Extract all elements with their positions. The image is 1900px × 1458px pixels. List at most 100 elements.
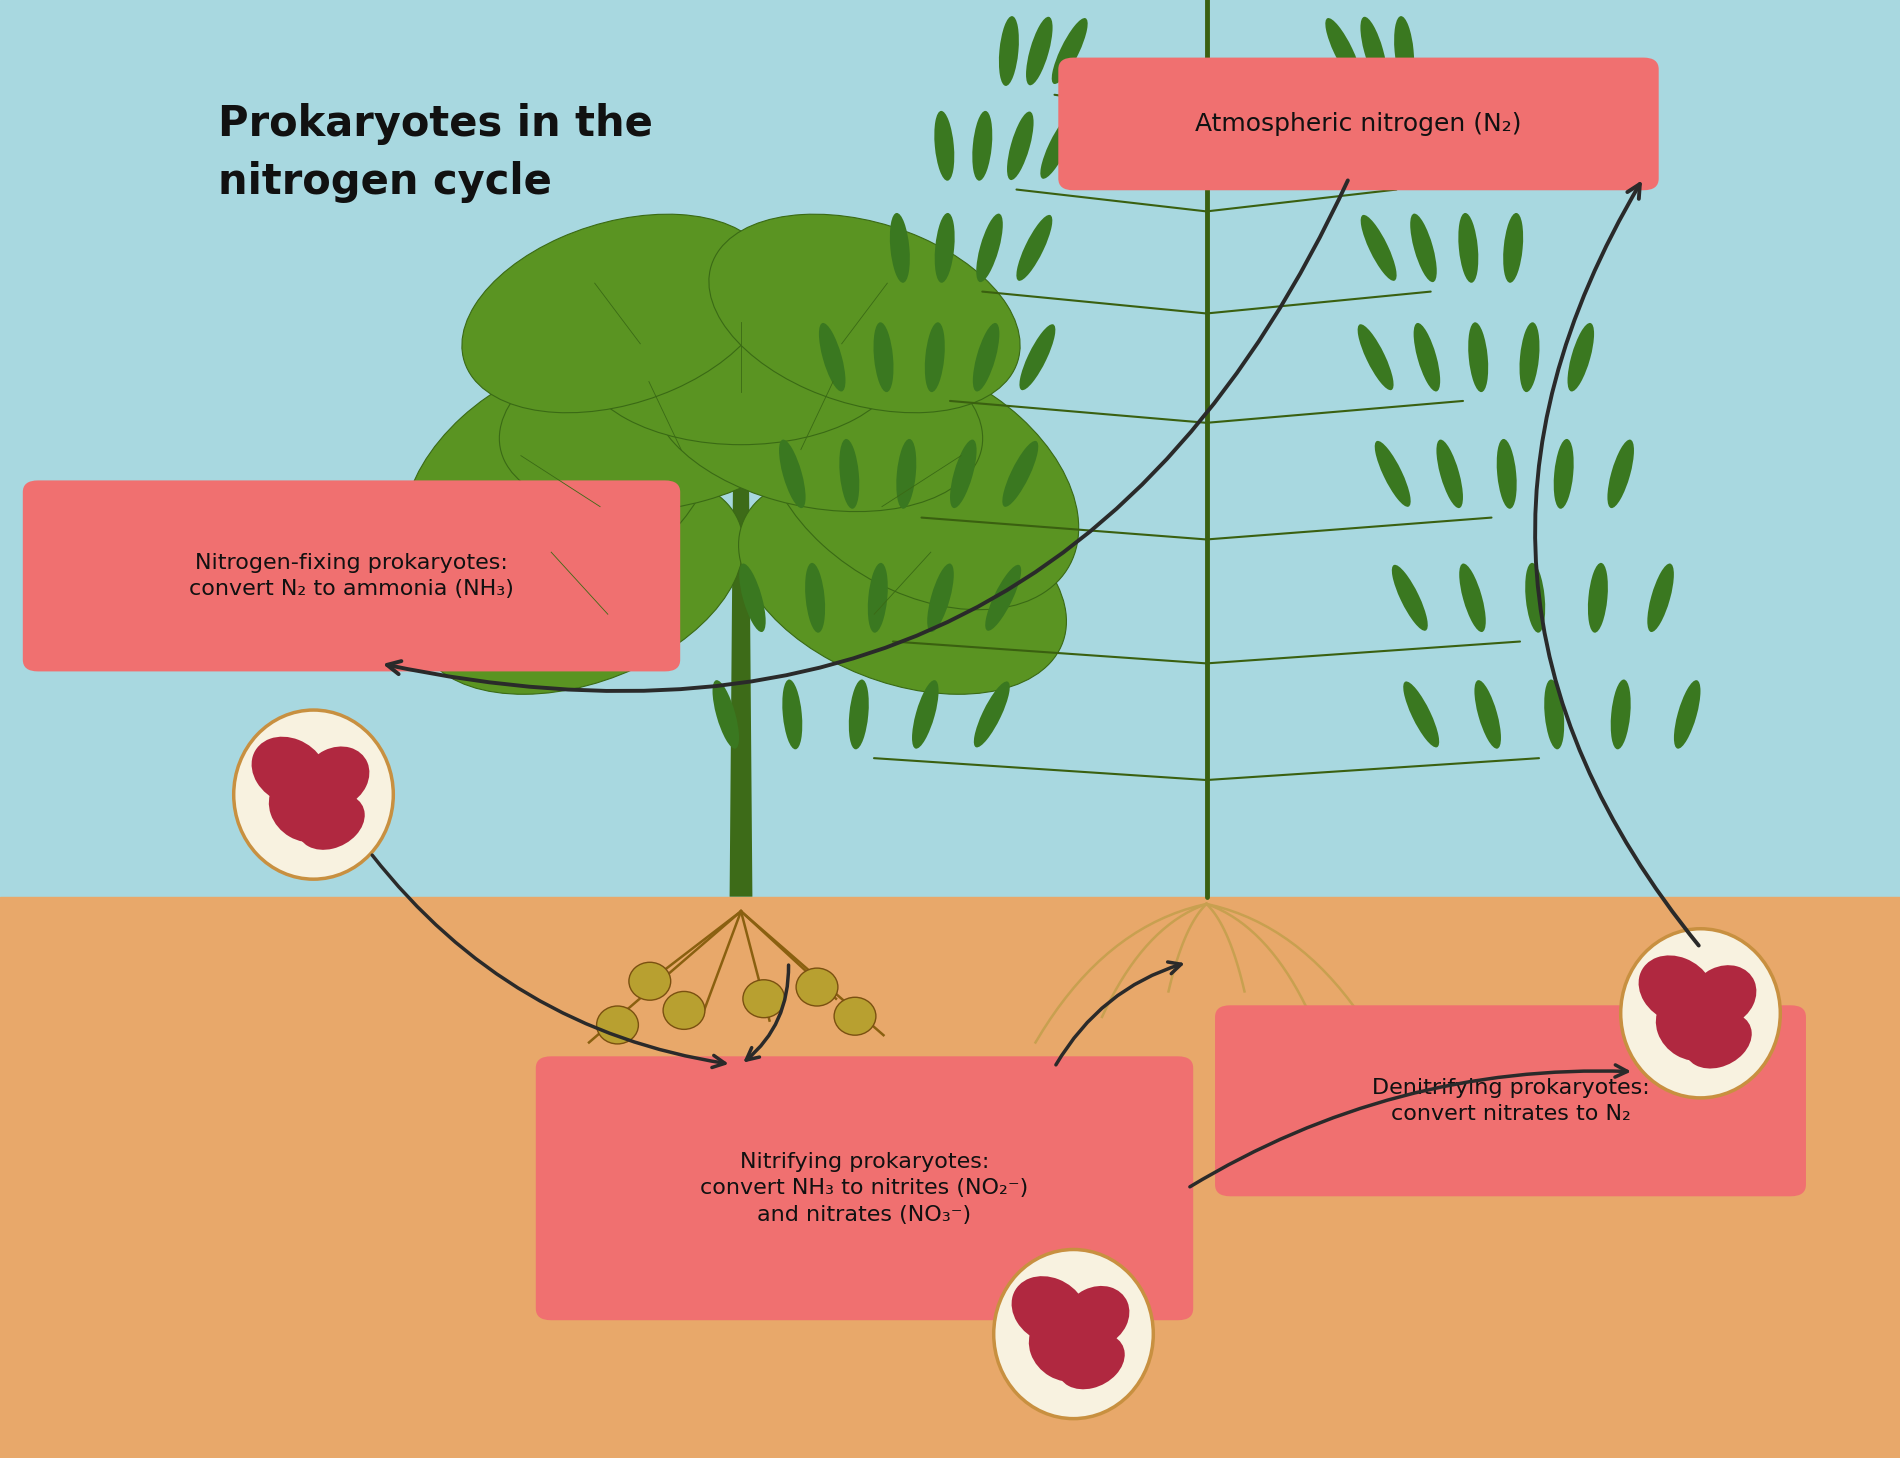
- Ellipse shape: [403, 353, 718, 609]
- FancyBboxPatch shape: [1216, 1006, 1807, 1196]
- Ellipse shape: [739, 472, 1066, 694]
- Text: Denitrifying prokaryotes:
convert nitrates to N₂: Denitrifying prokaryotes: convert nitrat…: [1372, 1077, 1649, 1124]
- Ellipse shape: [500, 319, 830, 512]
- Ellipse shape: [935, 111, 954, 181]
- Polygon shape: [730, 430, 752, 897]
- Ellipse shape: [1360, 214, 1396, 281]
- Ellipse shape: [1588, 563, 1607, 633]
- Ellipse shape: [874, 322, 893, 392]
- Ellipse shape: [416, 472, 743, 694]
- Ellipse shape: [834, 997, 876, 1035]
- Ellipse shape: [1647, 564, 1674, 631]
- Ellipse shape: [302, 746, 369, 809]
- Ellipse shape: [1414, 324, 1440, 391]
- Ellipse shape: [1026, 17, 1053, 85]
- Ellipse shape: [1011, 1276, 1087, 1344]
- Ellipse shape: [1003, 440, 1037, 507]
- Ellipse shape: [925, 322, 944, 392]
- Ellipse shape: [652, 319, 982, 512]
- Text: Nitrogen-fixing prokaryotes:
convert N₂ to ammonia (NH₃): Nitrogen-fixing prokaryotes: convert N₂ …: [190, 553, 513, 599]
- Ellipse shape: [1685, 1012, 1752, 1069]
- Ellipse shape: [950, 440, 977, 507]
- Ellipse shape: [935, 213, 954, 283]
- Ellipse shape: [840, 439, 859, 509]
- Ellipse shape: [1568, 324, 1594, 391]
- Ellipse shape: [268, 773, 342, 843]
- Ellipse shape: [999, 16, 1018, 86]
- Ellipse shape: [1358, 324, 1393, 391]
- Ellipse shape: [1545, 679, 1564, 749]
- Ellipse shape: [1674, 681, 1700, 748]
- Ellipse shape: [889, 213, 910, 283]
- FancyBboxPatch shape: [1058, 57, 1659, 191]
- Ellipse shape: [796, 968, 838, 1006]
- Ellipse shape: [234, 710, 393, 879]
- Text: nitrogen cycle: nitrogen cycle: [218, 162, 553, 203]
- Ellipse shape: [739, 564, 766, 631]
- FancyBboxPatch shape: [536, 1056, 1193, 1321]
- Ellipse shape: [298, 793, 365, 850]
- Ellipse shape: [868, 563, 887, 633]
- Text: Prokaryotes in the: Prokaryotes in the: [218, 104, 654, 144]
- Ellipse shape: [764, 353, 1079, 609]
- Ellipse shape: [663, 991, 705, 1029]
- Bar: [0, 897, 1900, 1458]
- Ellipse shape: [1520, 322, 1539, 392]
- Ellipse shape: [1474, 681, 1501, 748]
- Ellipse shape: [1459, 213, 1478, 283]
- Ellipse shape: [1062, 1286, 1129, 1349]
- Ellipse shape: [1526, 563, 1545, 633]
- Ellipse shape: [975, 681, 1009, 748]
- Ellipse shape: [927, 564, 954, 631]
- Ellipse shape: [986, 564, 1020, 631]
- Ellipse shape: [1007, 112, 1034, 179]
- Ellipse shape: [819, 324, 846, 391]
- Ellipse shape: [1459, 111, 1478, 181]
- Text: Nitrifying prokaryotes:
convert NH₃ to nitrites (NO₂⁻)
and nitrates (NO₃⁻): Nitrifying prokaryotes: convert NH₃ to n…: [701, 1152, 1028, 1225]
- Ellipse shape: [849, 679, 868, 749]
- Ellipse shape: [1410, 214, 1436, 281]
- Ellipse shape: [1655, 991, 1729, 1061]
- Ellipse shape: [783, 679, 802, 749]
- Ellipse shape: [897, 439, 916, 509]
- Ellipse shape: [1497, 439, 1516, 509]
- Ellipse shape: [251, 736, 327, 805]
- Ellipse shape: [629, 962, 671, 1000]
- Ellipse shape: [994, 1250, 1153, 1419]
- Ellipse shape: [977, 214, 1003, 281]
- Ellipse shape: [1611, 679, 1630, 749]
- Ellipse shape: [1360, 17, 1387, 85]
- Ellipse shape: [1393, 564, 1427, 631]
- FancyBboxPatch shape: [23, 481, 680, 671]
- Ellipse shape: [743, 980, 785, 1018]
- Ellipse shape: [1058, 1333, 1125, 1389]
- Ellipse shape: [779, 440, 806, 507]
- Ellipse shape: [1326, 17, 1360, 85]
- Ellipse shape: [1020, 324, 1054, 391]
- Ellipse shape: [597, 1006, 638, 1044]
- Ellipse shape: [712, 681, 739, 748]
- Ellipse shape: [1041, 112, 1075, 179]
- Ellipse shape: [1421, 111, 1440, 181]
- Ellipse shape: [973, 324, 999, 391]
- Ellipse shape: [1017, 214, 1053, 281]
- Ellipse shape: [1376, 440, 1410, 507]
- Ellipse shape: [1459, 564, 1486, 631]
- Ellipse shape: [1638, 955, 1714, 1024]
- Ellipse shape: [1395, 16, 1414, 86]
- Ellipse shape: [1607, 440, 1634, 507]
- Ellipse shape: [1379, 112, 1406, 179]
- Ellipse shape: [1436, 440, 1463, 507]
- Ellipse shape: [462, 214, 773, 413]
- Ellipse shape: [1028, 1312, 1102, 1382]
- Ellipse shape: [709, 214, 1020, 413]
- Ellipse shape: [580, 270, 902, 445]
- Ellipse shape: [1503, 213, 1524, 283]
- Ellipse shape: [1338, 112, 1372, 179]
- Ellipse shape: [806, 563, 825, 633]
- Ellipse shape: [973, 111, 992, 181]
- Ellipse shape: [1404, 681, 1438, 748]
- Ellipse shape: [1469, 322, 1488, 392]
- Ellipse shape: [1621, 929, 1780, 1098]
- Ellipse shape: [1053, 17, 1087, 85]
